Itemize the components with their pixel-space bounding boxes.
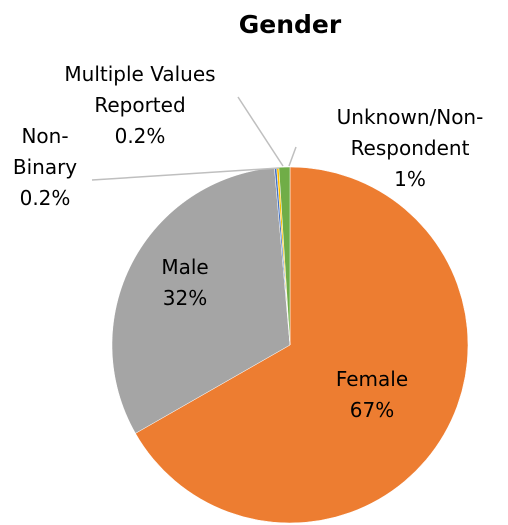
- slice-label: Multiple Values Reported: [64, 62, 216, 117]
- chart-title: Gender: [238, 10, 342, 39]
- leader-line: [91, 167, 280, 181]
- slice-label: Unknown/Non-Respondent: [336, 105, 484, 160]
- pie-slice: [111, 167, 291, 434]
- value-label: 67%: [349, 398, 395, 422]
- slice-label: Non-Binary: [12, 124, 78, 179]
- data-label: Male 32%: [125, 252, 245, 314]
- data-label: Non-Binary 0.2%: [5, 121, 85, 214]
- pie-slice: [135, 166, 469, 524]
- value-label: 0.2%: [114, 124, 166, 148]
- data-label: Female 67%: [302, 364, 442, 426]
- data-label: Multiple Values Reported 0.2%: [45, 59, 235, 152]
- leader-line: [237, 96, 284, 167]
- slice-label: Male: [161, 255, 209, 279]
- value-label: 32%: [162, 286, 208, 310]
- slice-label: Female: [335, 367, 409, 391]
- leader-line: [288, 146, 297, 167]
- data-label: Unknown/Non-Respondent 1%: [310, 102, 508, 195]
- value-label: 1%: [394, 167, 426, 191]
- value-label: 0.2%: [19, 186, 71, 210]
